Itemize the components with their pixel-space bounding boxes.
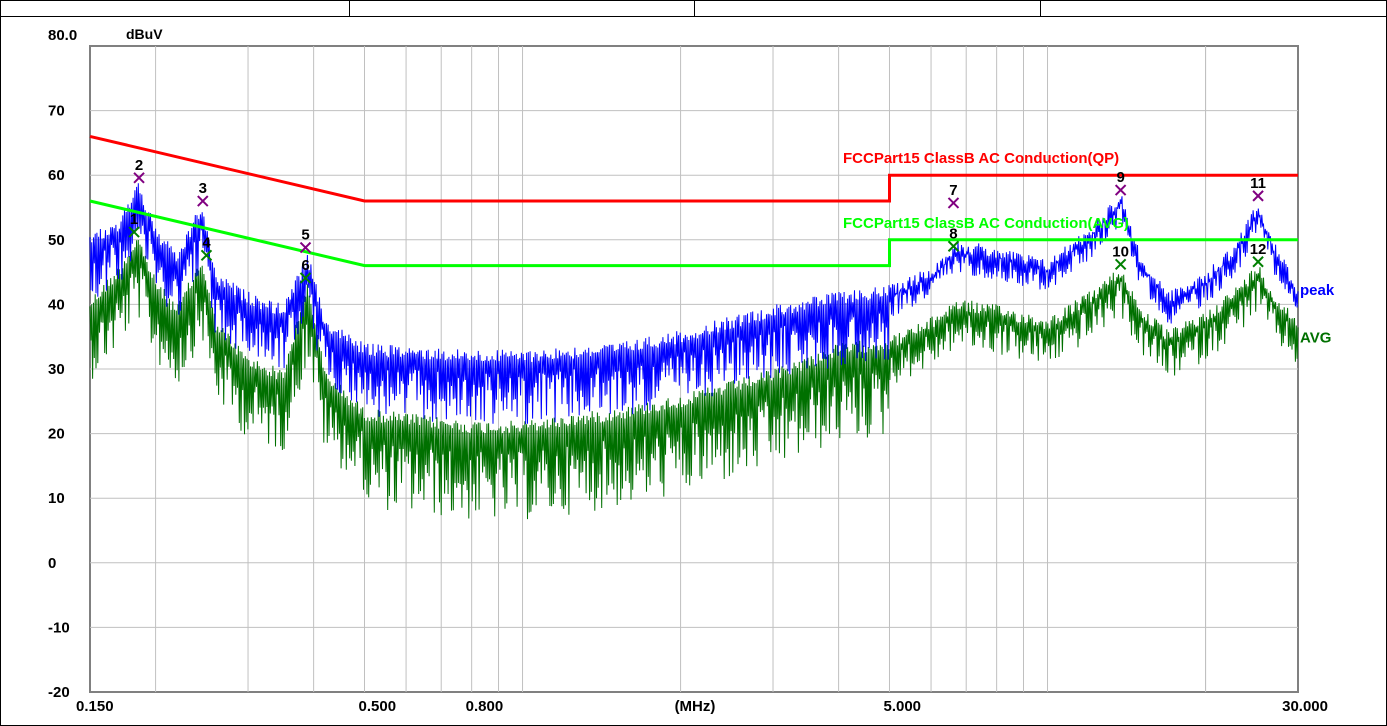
y-tick-label: -20: [48, 684, 70, 701]
y-tick-label: 70: [48, 103, 65, 120]
y-tick-label: 60: [48, 167, 65, 184]
y-tick-label: 0: [48, 555, 56, 572]
x-tick-label: 30.000: [1282, 698, 1328, 715]
y-tick-label: 40: [48, 296, 65, 313]
traces: [89, 183, 1299, 520]
marker-label: 4: [202, 234, 211, 251]
marker-x: [133, 172, 145, 184]
trace-label-peak: peak: [1300, 282, 1335, 299]
marker-x: [1114, 184, 1127, 196]
x-tick-label: 0.500: [359, 698, 397, 715]
header-divider: [1040, 0, 1041, 16]
marker-x: [1114, 258, 1127, 271]
trace-label-avg: AVG: [1300, 329, 1331, 346]
y-tick-label: 50: [48, 232, 65, 249]
header-divider: [694, 0, 695, 16]
limit-line: [89, 134, 1298, 203]
marker-x: [299, 272, 312, 284]
limit-lines: [89, 134, 1298, 268]
marker-label: 10: [1112, 243, 1129, 260]
x-tick-label: 0.150: [76, 698, 114, 715]
header-bottom-border: [0, 16, 1387, 17]
marker-x: [299, 241, 312, 254]
marker-label: 7: [949, 182, 957, 199]
marker-x: [947, 240, 960, 252]
marker-label: 11: [1250, 175, 1266, 192]
x-tick-label: (MHz): [675, 698, 716, 715]
limit-line: [89, 199, 1298, 268]
y-unit-label: dBuV: [126, 26, 163, 42]
trace-avg: [89, 239, 1299, 520]
marker-label: 2: [135, 157, 143, 174]
header-divider: [349, 0, 350, 16]
x-tick-label: 5.000: [883, 698, 921, 715]
marker-x: [1252, 256, 1264, 268]
y-tick-label: 80.0: [48, 27, 77, 44]
trace-peak: [89, 183, 1299, 425]
marker-label: 9: [1116, 169, 1124, 186]
y-tick-label: 10: [48, 490, 65, 507]
marker-label: 6: [301, 257, 309, 274]
marker-label: 5: [301, 227, 309, 244]
marker-x: [200, 249, 213, 262]
limit-label: FCCPart15 ClassB AC Conduction(QP): [843, 150, 1119, 167]
marker-label: 12: [1250, 241, 1267, 258]
marker-x: [1252, 190, 1264, 202]
marker-label: 8: [949, 225, 957, 242]
y-tick-label: -10: [48, 619, 70, 636]
y-tick-label: 20: [48, 426, 65, 443]
marker-label: 3: [199, 180, 207, 197]
axis-labels: dBuV 80.0 70 60 50 40 30 20 10 0 -10 -20 0.150 0.500…: [48, 26, 1335, 715]
marker-x: [947, 197, 960, 209]
y-tick-label: 30: [48, 361, 65, 378]
limit-label: FCCPart15 ClassB AC Conduction(AVG): [843, 215, 1129, 232]
marker-x: [197, 195, 209, 207]
marker-label: 1: [130, 211, 138, 228]
marker-x: [128, 226, 140, 238]
x-tick-label: 0.800: [466, 698, 504, 715]
